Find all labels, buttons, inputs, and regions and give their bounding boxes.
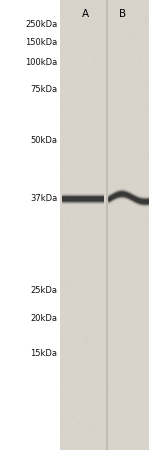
Text: 150kDa: 150kDa — [25, 38, 57, 47]
Bar — [106, 0, 108, 450]
Text: 15kDa: 15kDa — [30, 349, 57, 358]
Text: 20kDa: 20kDa — [30, 314, 57, 323]
Text: 100kDa: 100kDa — [25, 58, 57, 67]
Text: 25kDa: 25kDa — [30, 286, 57, 295]
Bar — [60, 0, 149, 450]
Text: 250kDa: 250kDa — [25, 20, 57, 29]
Text: B: B — [119, 9, 126, 19]
Text: 50kDa: 50kDa — [30, 136, 57, 145]
Text: 37kDa: 37kDa — [30, 194, 57, 203]
Text: 75kDa: 75kDa — [30, 86, 57, 94]
Text: A: A — [82, 9, 89, 19]
